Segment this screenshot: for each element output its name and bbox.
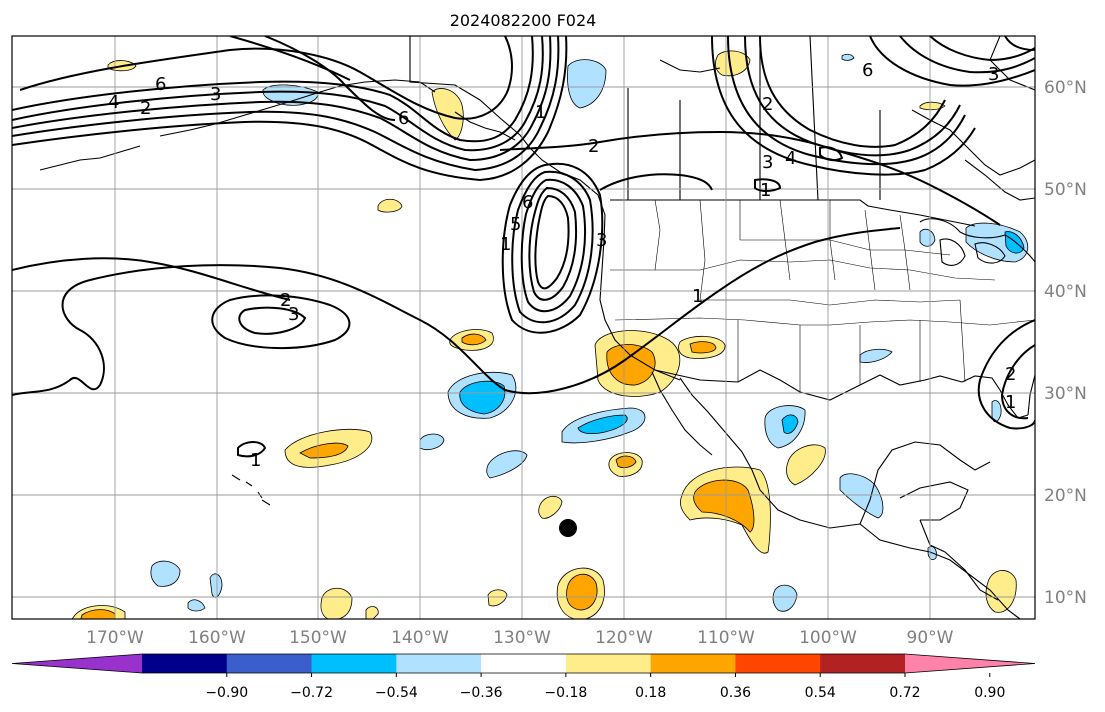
colorbar-tick-label: −0.36	[460, 685, 503, 701]
contour-label: 1	[692, 286, 703, 307]
contour-label: 2	[140, 98, 151, 119]
contour-label: 3	[288, 304, 299, 325]
lon-label: 110°W	[697, 628, 755, 648]
colorbar-segments	[11, 653, 1036, 674]
contour-label: 2	[1005, 364, 1016, 385]
lon-label: 120°W	[595, 628, 653, 648]
contour-label: 4	[108, 92, 119, 113]
lon-label: 90°W	[907, 628, 954, 648]
lon-label: 160°W	[188, 628, 246, 648]
colorbar-extend-low	[12, 654, 142, 673]
lat-label: 40°N	[1044, 282, 1087, 302]
contour-label: 3	[596, 230, 607, 251]
colorbar-segment	[396, 654, 482, 673]
map-panel: 6 4 2 3 6 1 2 3 4 1 2 5 6 3 1 2 3 1 1 2	[11, 35, 1036, 620]
contour-label: 1	[250, 450, 261, 471]
contour-label: 6	[862, 60, 873, 81]
colorbar-outline	[11, 653, 1036, 674]
contour-label: 6	[522, 192, 533, 213]
contour-label: 5	[510, 214, 521, 235]
state-boundaries	[610, 199, 1035, 392]
longitude-labels: 170°W 160°W 150°W 140°W 130°W 120°W 110°…	[86, 628, 954, 648]
lat-label: 10°N	[1044, 588, 1087, 608]
colorbar-extend-high	[905, 654, 1035, 673]
lon-label: 140°W	[391, 628, 449, 648]
colorbar-segment	[481, 654, 567, 673]
contour-label: 1	[760, 180, 771, 201]
contour-label: 1	[535, 102, 546, 123]
colorbar-segment	[820, 654, 906, 673]
colorbar-tick-label: −0.90	[205, 685, 248, 701]
colorbar-tick-label: 0.18	[635, 685, 666, 701]
lon-label: 100°W	[799, 628, 857, 648]
colorbar-tick-label: −0.54	[375, 685, 418, 701]
colorbar-segment	[142, 654, 228, 673]
contour-label: 2	[280, 290, 291, 311]
contour-label: 1	[1005, 392, 1016, 413]
colorbar-segment	[650, 654, 736, 673]
colorbar-tick-label: 0.90	[974, 685, 1005, 701]
contour-label: 3	[988, 64, 999, 85]
graticule	[12, 36, 1035, 619]
contour-lines	[12, 36, 1035, 458]
colorbar-segment	[311, 654, 397, 673]
colorbar-segment	[226, 654, 313, 673]
lon-label: 130°W	[493, 628, 551, 648]
contour-label-group: 6 4 2 3 6 1 2 3 4 1 2 5 6 3 1 2 3 1 1 2	[108, 60, 1016, 471]
contour-label: 2	[588, 136, 599, 157]
colorbar-tick-label: −0.72	[290, 685, 333, 701]
lat-label: 20°N	[1044, 486, 1087, 506]
lon-label: 150°W	[289, 628, 347, 648]
figure-title: 2024082200 F024	[450, 11, 597, 30]
lat-label: 30°N	[1044, 384, 1087, 404]
latitude-labels: 60°N 50°N 40°N 30°N 20°N 10°N	[1044, 78, 1087, 608]
lat-label: 60°N	[1044, 78, 1087, 98]
colorbar-segment	[565, 654, 652, 673]
colorbar-ticks: −0.90 −0.72 −0.54 −0.36 −0.18 0.18 0.36 0.54 0.7…	[205, 673, 1005, 701]
storm-position-dot	[559, 519, 577, 537]
contour-label: 2	[762, 94, 773, 115]
contour-label: 3	[210, 84, 221, 105]
contour-label: 6	[398, 108, 409, 129]
colorbar-tick-label: 0.54	[805, 685, 836, 701]
lat-label: 50°N	[1044, 180, 1087, 200]
colorbar-segment	[735, 654, 821, 673]
colorbar: −0.90 −0.72 −0.54 −0.36 −0.18 0.18 0.36 0.54 0.7…	[11, 653, 1036, 701]
positive-anomaly	[71, 50, 1017, 619]
colorbar-tick-label: 0.36	[720, 685, 751, 701]
contour-label: 4	[785, 148, 796, 169]
contour-label: 1	[500, 234, 511, 255]
contour-label: 6	[155, 74, 166, 95]
contour-label: 3	[762, 152, 773, 173]
colorbar-tick-label: −0.18	[544, 685, 587, 701]
colorbar-tick-label: 0.72	[889, 685, 920, 701]
map-frame	[11, 35, 1036, 620]
lon-label: 170°W	[86, 628, 144, 648]
